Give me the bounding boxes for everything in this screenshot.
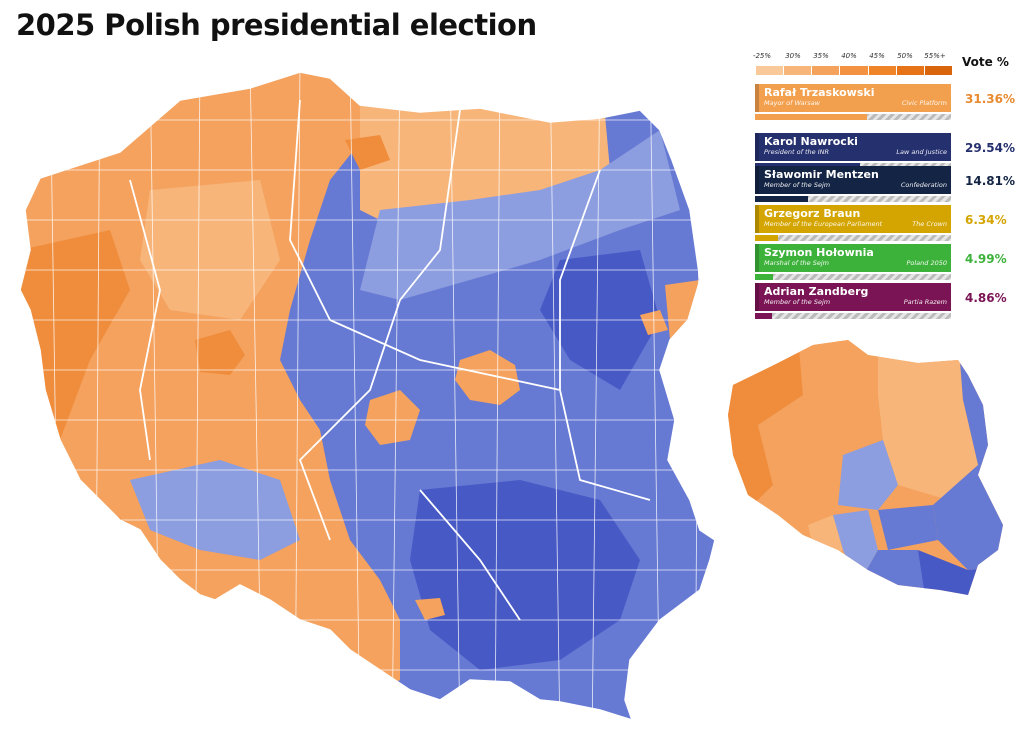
inset-lodz <box>838 440 898 510</box>
inset-kuyavia <box>828 395 883 455</box>
candidate-name: Grzegorz Braun <box>764 207 861 220</box>
voivodeship-borders <box>129 99 651 621</box>
inset-subcarpathia <box>918 550 1003 595</box>
county-borders <box>20 72 715 720</box>
candidate-color-stripe <box>755 84 759 112</box>
candidate-vote-percent: 6.34% <box>965 213 1007 227</box>
candidate-box: Grzegorz Braun Member of the European Par… <box>755 205 951 233</box>
scale-label: 30% <box>785 52 801 60</box>
scale-labels: -25% 30% 35% 40% 45% 50% 55%+ <box>752 52 953 66</box>
candidate-vote-percent: 4.86% <box>965 291 1007 305</box>
orange-color-scale <box>756 66 952 75</box>
scale-label: 40% <box>841 52 857 60</box>
city-warsaw <box>455 350 520 405</box>
candidate-box: Szymon Hołownia Marshal of the Sejm Poland… <box>755 244 951 272</box>
candidate-party: The Crown <box>912 220 947 228</box>
candidate-role: Marshal of the Sejm <box>764 259 829 267</box>
scale-swatch <box>756 66 785 75</box>
candidate-party: Partia Razem <box>903 298 947 306</box>
candidate-vote-percent: 31.36% <box>965 92 1015 106</box>
region-orange-light-mid <box>140 180 280 320</box>
scale-label: -25% <box>752 52 772 60</box>
candidate-vote-bar-fill <box>755 235 778 241</box>
city-poznan <box>195 330 245 375</box>
main-county-map <box>19 71 716 721</box>
vote-percent-header: Vote % <box>962 55 1009 69</box>
candidate-vote-bar-fill <box>755 313 773 319</box>
region-orange-northeast-corner <box>665 280 700 340</box>
candidate-name: Szymon Hołownia <box>764 246 874 259</box>
candidate-box: Adrian Zandberg Member of the Sejm Partia … <box>755 283 951 311</box>
scale-swatch <box>868 66 897 75</box>
candidate-role: Member of the Sejm <box>764 298 831 306</box>
candidate-vote-bar-fill <box>755 114 867 120</box>
candidate-role: President of the INR <box>764 148 830 156</box>
candidate-vote-percent: 4.99% <box>965 252 1007 266</box>
inset-greater-poland <box>758 405 843 495</box>
scale-label: 55%+ <box>924 52 946 60</box>
region-blue-dark-southeast <box>410 480 640 670</box>
inset-voivodeship-map <box>728 340 1003 595</box>
scale-label: 45% <box>869 52 885 60</box>
candidate-row: Grzegorz Braun Member of the European Par… <box>755 205 1019 245</box>
candidate-row: Karol Nawrocki President of the INR Law an… <box>755 133 1019 173</box>
inset-silesia <box>833 510 878 585</box>
candidate-name: Karol Nawrocki <box>764 135 858 148</box>
legend: -25% 30% 35% 40% 45% 50% 55%+ Vote % Raf… <box>752 52 1022 319</box>
scale-swatch <box>896 66 925 75</box>
candidate-row: Adrian Zandberg Member of the Sejm Partia … <box>755 283 1019 323</box>
candidate-row: Szymon Hołownia Marshal of the Sejm Poland… <box>755 244 1019 284</box>
candidate-box: Rafał Trzaskowski Mayor of Warsaw Civic Pl… <box>755 84 951 112</box>
candidate-vote-bar-fill <box>755 196 808 202</box>
city-gdansk <box>345 135 390 170</box>
scale-label: 35% <box>813 52 829 60</box>
city-krakow <box>415 598 445 620</box>
candidate-color-stripe <box>755 244 759 272</box>
candidate-vote-percent: 29.54% <box>965 141 1015 155</box>
candidate-vote-bar <box>755 274 951 280</box>
candidate-party: Law and Justice <box>896 148 947 156</box>
candidate-vote-bar <box>755 196 951 202</box>
candidate-name: Rafał Trzaskowski <box>764 86 875 99</box>
inset-swietokrzyskie <box>878 505 938 550</box>
candidate-vote-bar <box>755 313 951 319</box>
candidate-color-stripe <box>755 283 759 311</box>
candidate-row: Sławomir Mentzen Member of the Sejm Confed… <box>755 166 1019 206</box>
candidate-role: Member of the Sejm <box>764 181 831 189</box>
candidate-name: Adrian Zandberg <box>764 285 869 298</box>
candidate-row: Rafał Trzaskowski Mayor of Warsaw Civic Pl… <box>755 84 1019 124</box>
inset-masovia <box>878 395 978 500</box>
candidate-role: Mayor of Warsaw <box>764 99 820 107</box>
scale-swatch <box>840 66 869 75</box>
inset-pomerania <box>798 340 878 405</box>
candidate-color-stripe <box>755 166 759 194</box>
candidate-vote-percent: 14.81% <box>965 174 1015 188</box>
candidate-vote-bar <box>755 114 951 120</box>
candidate-box: Sławomir Mentzen Member of the Sejm Confed… <box>755 166 951 194</box>
candidate-color-stripe <box>755 205 759 233</box>
candidate-box: Karol Nawrocki President of the INR Law an… <box>755 133 951 161</box>
candidate-party: Confederation <box>900 181 947 189</box>
candidate-role: Member of the European Parliament <box>764 220 883 228</box>
scale-label: 50% <box>897 52 913 60</box>
inset-lesser-poland <box>858 550 928 595</box>
candidate-vote-bar <box>755 235 951 241</box>
candidate-party: Poland 2050 <box>906 259 947 267</box>
scale-swatch <box>924 66 952 75</box>
map-title: 2025 Polish presidential election <box>16 8 537 42</box>
candidate-name: Sławomir Mentzen <box>764 168 879 181</box>
candidate-color-stripe <box>755 133 759 161</box>
candidate-party: Civic Platform <box>901 99 947 107</box>
scale-swatch <box>812 66 841 75</box>
city-lodz <box>365 390 420 445</box>
scale-swatch <box>784 66 813 75</box>
candidate-vote-bar-fill <box>755 274 773 280</box>
